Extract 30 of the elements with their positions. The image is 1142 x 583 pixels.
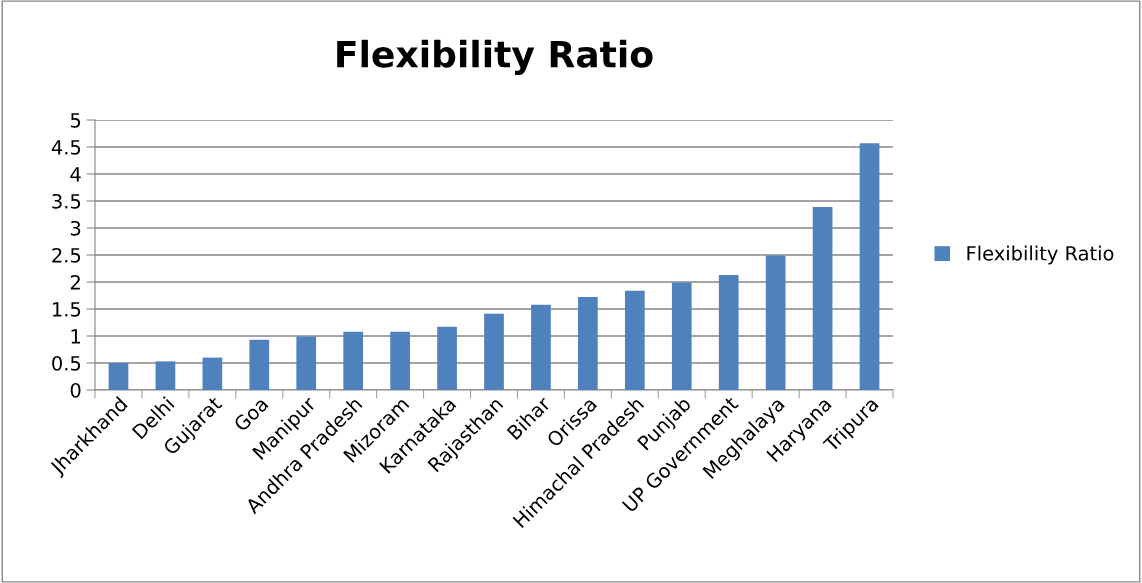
bar [108, 363, 129, 390]
legend-label: Flexibility Ratio [967, 245, 1114, 265]
bar [437, 326, 457, 390]
bar [765, 255, 786, 390]
bar [671, 282, 692, 390]
y-tick-label: 5 [70, 113, 81, 128]
bar [202, 357, 223, 390]
bar [718, 274, 739, 390]
bar [812, 206, 833, 390]
bar [390, 331, 410, 390]
bar [484, 313, 504, 390]
y-tick-label: 3 [70, 220, 81, 236]
bar [155, 361, 176, 390]
bar [249, 339, 270, 390]
y-tick-label: 0 [70, 382, 81, 398]
bar [859, 143, 880, 390]
y-tick-label: 2.5 [52, 247, 81, 263]
bar [531, 304, 551, 390]
y-tick-label: 4.5 [51, 140, 81, 155]
bar [343, 331, 364, 390]
y-tick-label: 0.5 [52, 355, 81, 371]
y-tick-label: 1 [71, 329, 81, 344]
y-tick-label: 2 [70, 274, 80, 290]
y-tick-label: 4 [70, 167, 81, 182]
chart-title: Flexibility Ratio [337, 39, 653, 76]
bar [296, 336, 317, 390]
y-tick-label: 3.5 [52, 193, 81, 209]
bar [624, 290, 645, 390]
bar [578, 297, 598, 390]
y-tick-label: 1.5 [53, 302, 81, 317]
